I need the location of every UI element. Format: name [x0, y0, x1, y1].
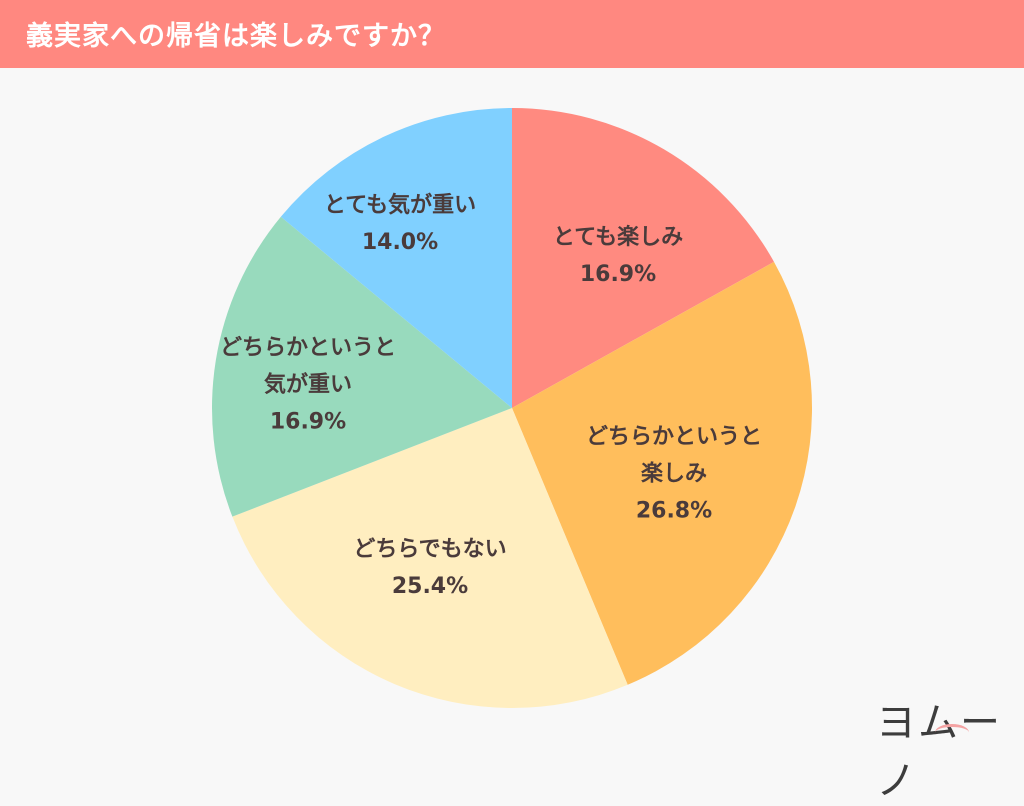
- slice-label-neither: どちらでもない 25.4%: [353, 531, 506, 605]
- slice-label-text: 楽しみ: [640, 461, 708, 487]
- pie-slice: [280, 108, 512, 408]
- slice-label-text: とても楽しみ: [552, 225, 684, 250]
- logo-accent-icon: [935, 724, 969, 741]
- slice-label-very-fun: とても楽しみ 16.9%: [553, 219, 683, 293]
- slice-label-pct: 25.4%: [391, 574, 469, 599]
- slice-label-very-heavy: とても気が重い 14.0%: [324, 187, 476, 261]
- pie-slice: [512, 261, 812, 685]
- slice-label-somewhat-heavy: どちらかというと 気が重い 16.9%: [220, 330, 396, 441]
- chart-title: 義実家への帰省は楽しみですか？: [26, 21, 446, 52]
- pie-slice: [212, 216, 512, 517]
- slice-label-text: どちらでもない: [353, 537, 507, 562]
- slice-label-pct: 26.8%: [635, 498, 713, 524]
- slice-label-pct: 14.0%: [361, 230, 439, 255]
- yomuno-logo: ヨムーノ: [876, 700, 1002, 804]
- slice-label-pct: 16.9%: [269, 409, 347, 435]
- slice-label-text: どちらかというと: [585, 424, 763, 450]
- slice-label-somewhat-fun: どちらかというと 楽しみ 26.8%: [586, 419, 762, 530]
- slice-label-pct: 16.9%: [579, 262, 657, 287]
- slice-label-text: どちらかというと: [219, 335, 397, 361]
- pie-chart: [212, 108, 812, 708]
- header-bar: 義実家への帰省は楽しみですか？: [0, 0, 1024, 68]
- pie-slice: [512, 108, 774, 408]
- slice-label-text: 気が重い: [263, 372, 353, 398]
- pie-slice: [232, 408, 628, 708]
- slice-label-text: とても気が重い: [323, 193, 477, 218]
